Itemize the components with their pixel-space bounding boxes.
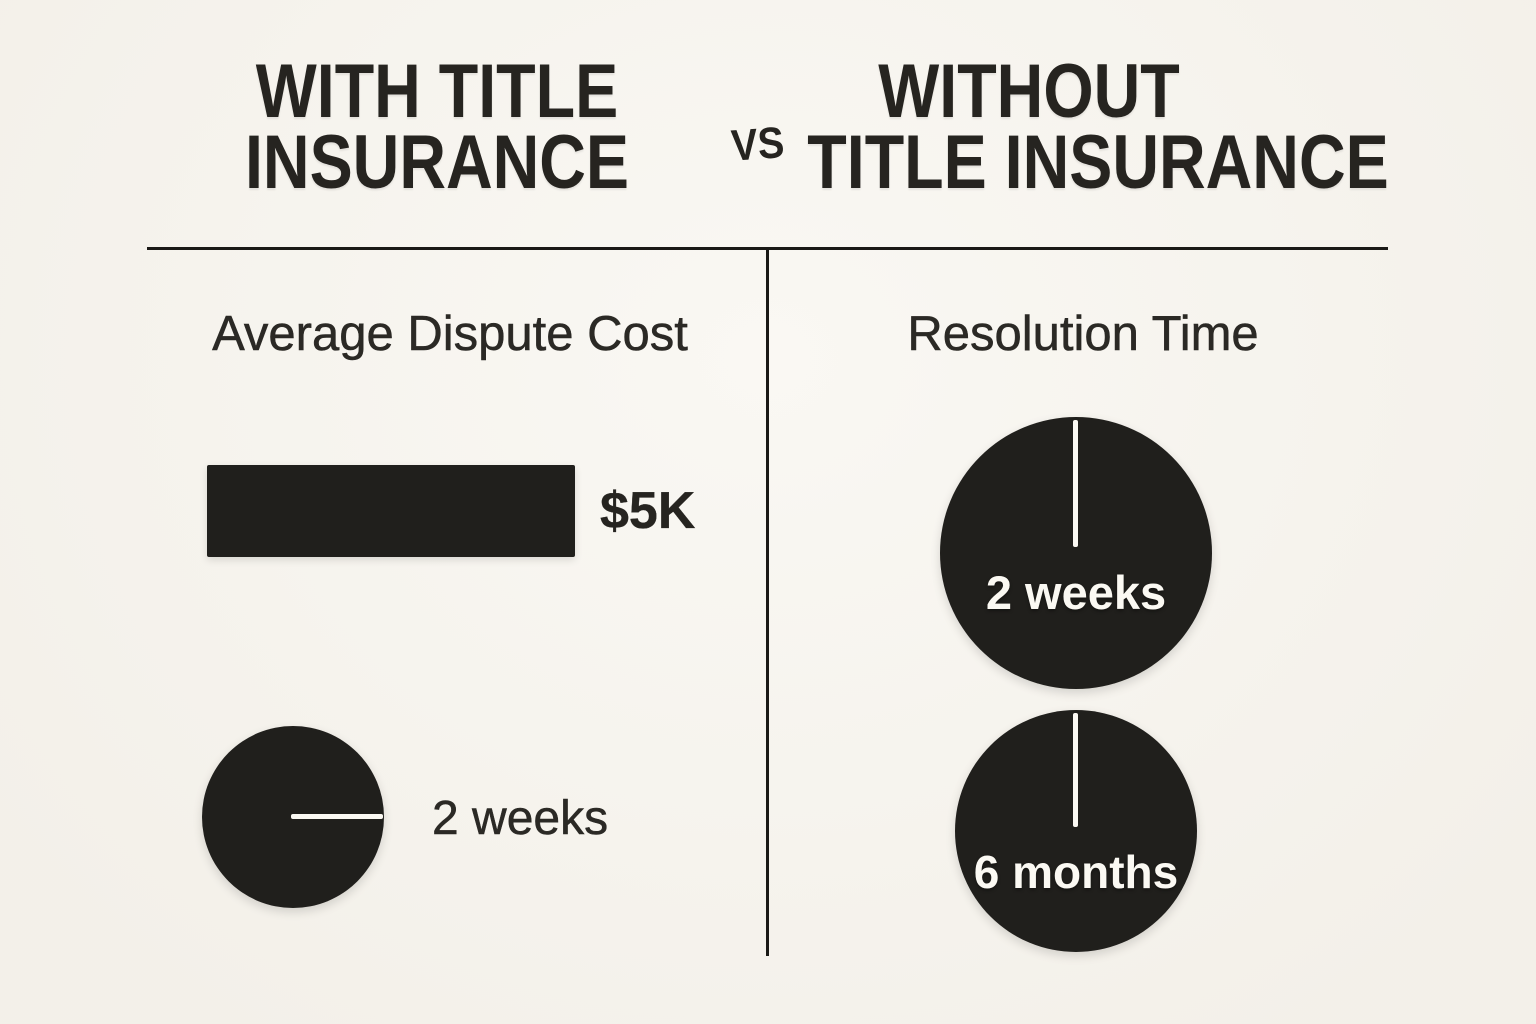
- resolution-pie-2-weeks: 2 weeks: [940, 417, 1212, 689]
- title-with-insurance-line1: WITH TITLE: [255, 49, 619, 134]
- right-column-header: Resolution Time: [907, 307, 1259, 362]
- title-without-insurance-line1: WITHOUT: [878, 49, 1180, 134]
- clock-hand-icon: [291, 814, 383, 819]
- vs-label: VS: [729, 118, 786, 171]
- resolution-pie-2-weeks-label: 2 weeks: [985, 566, 1167, 619]
- title-with-insurance-line2: INSURANCE: [244, 120, 630, 205]
- clock-hand-icon: [1073, 713, 1078, 827]
- title-with-insurance: WITH TITLE INSURANCE: [244, 49, 630, 205]
- resolution-pie-6-months: 6 months: [955, 710, 1197, 952]
- left-column-header: Average Dispute Cost: [212, 307, 688, 362]
- resolution-pie-with-insurance: [202, 726, 384, 908]
- horizontal-divider: [147, 247, 1388, 250]
- title-without-insurance-line2: TITLE INSURANCE: [807, 120, 1389, 205]
- dispute-cost-bar: [207, 465, 575, 557]
- resolution-label-with-insurance: 2 weeks: [432, 792, 609, 846]
- column-divider: [766, 249, 769, 956]
- resolution-pie-6-months-label: 6 months: [973, 846, 1179, 898]
- clock-hand-icon: [1073, 420, 1078, 547]
- dispute-cost-value: $5K: [600, 482, 696, 540]
